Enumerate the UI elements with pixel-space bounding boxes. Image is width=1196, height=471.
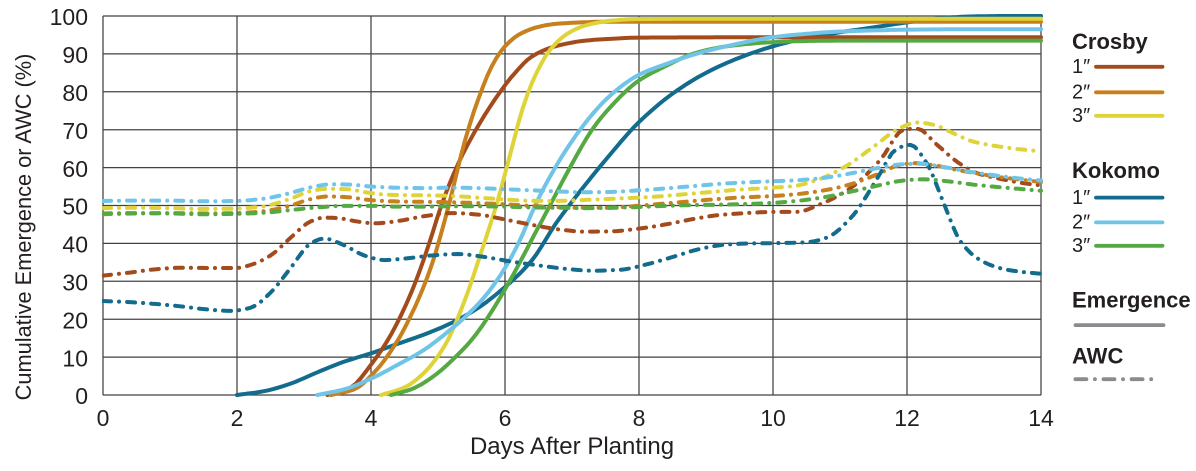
svg-text:10: 10: [760, 405, 786, 431]
svg-text:60: 60: [62, 156, 88, 182]
svg-text:Cumulative Emergence or AWC (%: Cumulative Emergence or AWC (%): [11, 54, 36, 401]
svg-text:6: 6: [499, 405, 512, 431]
svg-text:3″: 3″: [1072, 235, 1090, 257]
svg-text:100: 100: [50, 4, 88, 30]
svg-text:50: 50: [62, 194, 88, 220]
svg-text:Kokomo: Kokomo: [1072, 158, 1160, 183]
svg-text:2: 2: [231, 405, 244, 431]
svg-text:AWC: AWC: [1072, 344, 1123, 369]
svg-text:12: 12: [894, 405, 920, 431]
svg-text:80: 80: [62, 80, 88, 106]
svg-text:14: 14: [1028, 405, 1054, 431]
svg-text:Days After Planting: Days After Planting: [470, 433, 674, 460]
svg-text:30: 30: [62, 270, 88, 296]
svg-text:1″: 1″: [1072, 56, 1090, 78]
svg-text:40: 40: [62, 232, 88, 258]
svg-text:70: 70: [62, 118, 88, 144]
svg-text:8: 8: [633, 405, 646, 431]
svg-text:Crosby: Crosby: [1072, 29, 1149, 54]
svg-text:90: 90: [62, 42, 88, 68]
svg-text:3″: 3″: [1072, 105, 1090, 127]
svg-text:4: 4: [365, 405, 378, 431]
svg-text:2″: 2″: [1072, 82, 1090, 104]
svg-text:1″: 1″: [1072, 187, 1090, 209]
svg-text:0: 0: [97, 405, 110, 431]
svg-text:2″: 2″: [1072, 212, 1090, 234]
svg-text:10: 10: [62, 345, 88, 371]
svg-text:Emergence: Emergence: [1072, 287, 1191, 312]
svg-text:0: 0: [75, 383, 88, 409]
svg-text:20: 20: [62, 307, 88, 333]
